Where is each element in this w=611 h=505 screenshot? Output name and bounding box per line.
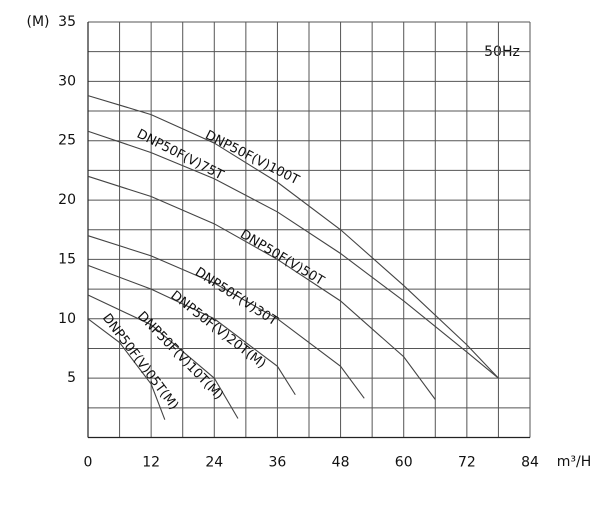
curve [87, 175, 436, 400]
x-tick-label: 36 [269, 455, 287, 471]
curve [87, 318, 166, 420]
y-axis-label: (M) [26, 14, 49, 30]
y-tick-label: 35 [58, 14, 76, 30]
y-tick-label: 10 [58, 311, 76, 327]
curve [87, 294, 239, 419]
curve [87, 235, 365, 399]
x-tick-label: 48 [332, 455, 350, 471]
y-tick-label: 25 [58, 133, 76, 149]
x-tick-label: 0 [84, 455, 93, 471]
x-tick-label: 72 [458, 455, 476, 471]
y-tick-label: 5 [67, 370, 76, 386]
x-tick-label: 60 [395, 455, 413, 471]
x-axis-label: m³/H [557, 454, 592, 470]
x-tick-label: 84 [521, 455, 539, 471]
curve [87, 130, 499, 379]
x-tick-label: 12 [142, 455, 160, 471]
y-tick-label: 15 [58, 251, 76, 267]
x-tick-label: 24 [205, 455, 223, 471]
y-tick-label: 20 [58, 192, 76, 208]
curve [87, 264, 296, 396]
y-tick-label: 30 [58, 73, 76, 89]
curve [87, 95, 499, 379]
